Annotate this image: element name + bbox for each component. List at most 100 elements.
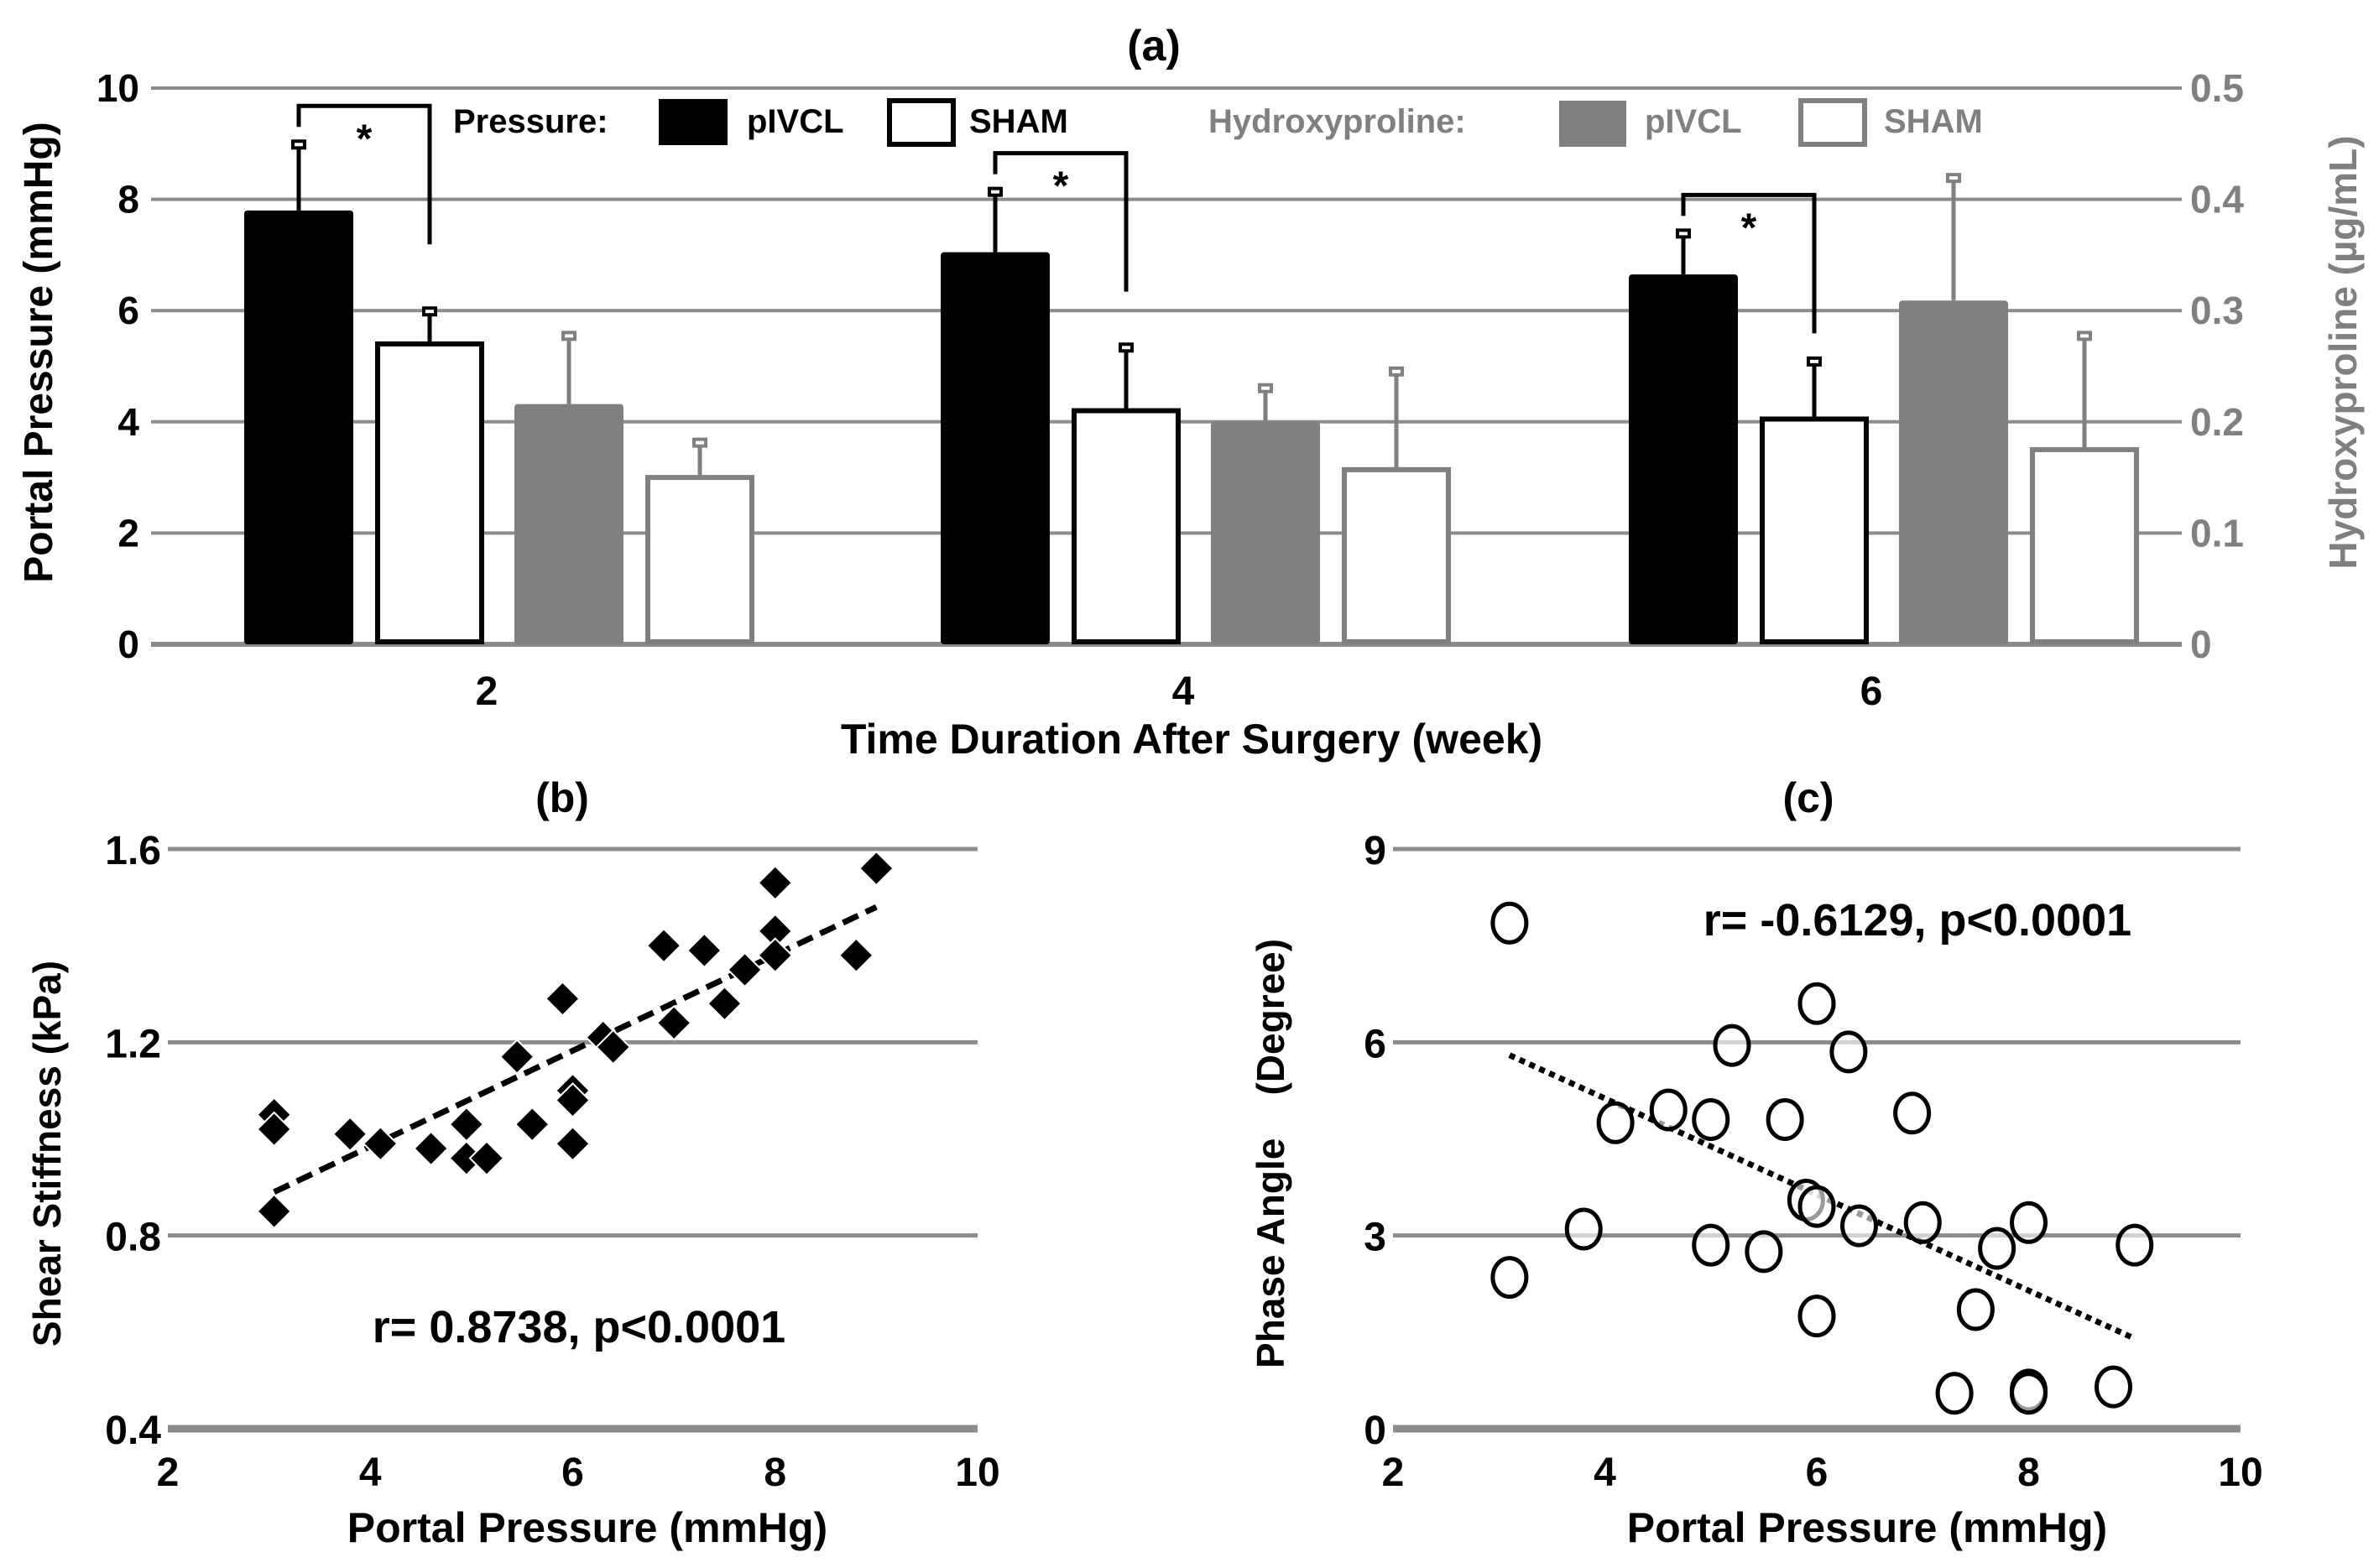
x-tick-label: 8 xyxy=(764,1451,786,1495)
panel-a-x-axis-label: Time Duration After Surgery (week) xyxy=(841,716,1542,763)
y2-tick-label: 0.4 xyxy=(2190,178,2244,221)
x-tick-label: 2 xyxy=(476,669,498,714)
legend-pressure-label: Pressure: xyxy=(453,103,608,140)
panel-b-points xyxy=(256,850,895,1230)
significance-star: * xyxy=(357,117,373,161)
data-point xyxy=(362,1125,399,1162)
x-tick-label: 8 xyxy=(2017,1451,2040,1495)
data-point xyxy=(1797,1295,1836,1338)
y-tick-label: 10 xyxy=(97,66,139,110)
panel-b-y-ticks: 0.4 0.8 1.2 1.6 xyxy=(105,829,161,1453)
data-point xyxy=(686,932,723,969)
y2-tick-label: 0.1 xyxy=(2190,511,2244,555)
y-tick-label: 6 xyxy=(117,289,139,332)
panel-c-gridlines xyxy=(1393,847,2241,1433)
x-tick-label: 4 xyxy=(1594,1451,1616,1495)
error-cap xyxy=(692,437,707,448)
data-point xyxy=(1564,1207,1603,1251)
y2-tick-label: 0.3 xyxy=(2190,289,2244,332)
data-point xyxy=(1829,1030,1868,1074)
data-point xyxy=(1797,1185,1836,1228)
bar xyxy=(645,475,754,644)
data-point xyxy=(1978,1227,2016,1270)
data-point xyxy=(1893,1091,1932,1135)
panel-c-scatter-chart: 0 3 6 9 2 4 6 8 10 (c) Portal Pressure (mmHg) P… xyxy=(1249,774,2263,1551)
data-point xyxy=(468,1140,505,1176)
legend-hydroxy-pivcl-label: pIVCL xyxy=(1645,103,1742,140)
data-point xyxy=(1649,1088,1688,1132)
bar xyxy=(2030,446,2139,645)
panel-b-gridlines xyxy=(168,847,978,1433)
panel-c-x-ticks: 2 4 6 8 10 xyxy=(1382,1451,2263,1495)
bar xyxy=(1899,300,2008,644)
bar xyxy=(514,404,623,644)
legend-pressure-pivcl-label: pIVCL xyxy=(747,103,844,140)
y-tick-label: 3 xyxy=(1364,1216,1386,1260)
error-cap xyxy=(1119,342,1134,353)
panel-c-points xyxy=(1490,901,2154,1415)
significance-bracket xyxy=(1681,192,1817,334)
x-tick-label: 6 xyxy=(561,1451,584,1495)
panel-c-annotation: r= -0.6129, p<0.0001 xyxy=(1703,895,2131,945)
panel-c-title: (c) xyxy=(1782,774,1834,821)
x-tick-label: 6 xyxy=(1806,1451,1829,1495)
data-point xyxy=(1956,1288,1995,1331)
data-point xyxy=(757,864,794,901)
x-tick-label: 4 xyxy=(1172,669,1195,714)
significance-star: * xyxy=(1053,164,1069,209)
legend-swatch-hydroxy-pivcl xyxy=(1559,101,1626,147)
panel-a-x-ticks: 2 4 6 xyxy=(476,669,1883,714)
panel-b-y-axis-label: Shear Stiffness (kPa) xyxy=(25,961,69,1347)
significance-star: * xyxy=(1741,206,1757,250)
panel-b-title: (b) xyxy=(535,774,589,821)
y2-tick-label: 0.5 xyxy=(2190,66,2244,110)
data-point xyxy=(1766,1097,1804,1141)
data-point xyxy=(655,1004,692,1041)
data-point xyxy=(1797,982,1836,1025)
x-tick-label: 10 xyxy=(955,1451,999,1495)
y-tick-label: 2 xyxy=(117,511,139,555)
x-tick-label: 2 xyxy=(1382,1451,1405,1495)
bar xyxy=(375,341,484,644)
panel-a-title: (a) xyxy=(1127,22,1181,70)
panel-a-bar-chart: * * * 0 2 4 6 8 10 0 0.1 0.2 0.3 0.4 0.5 2 4 6 (a) Tim… xyxy=(17,22,2365,763)
panel-b-x-axis-label: Portal Pressure (mmHg) xyxy=(347,1504,827,1551)
bar xyxy=(1760,416,1869,644)
x-tick-label: 4 xyxy=(359,1451,382,1495)
y-tick-label: 0 xyxy=(1364,1409,1386,1453)
data-point xyxy=(555,1082,591,1118)
error-cap xyxy=(561,331,576,341)
panel-b-x-ticks: 2 4 6 8 10 xyxy=(157,1451,1000,1495)
data-point xyxy=(595,1029,632,1065)
data-point xyxy=(2010,1201,2048,1244)
data-point xyxy=(256,1193,293,1230)
error-cap xyxy=(2077,331,2092,341)
y-tick-label: 0 xyxy=(117,623,139,666)
legend-pressure-sham-label: SHAM xyxy=(969,103,1068,140)
data-point xyxy=(514,1106,550,1143)
y-tick-label: 0.4 xyxy=(105,1409,161,1453)
panel-c-x-axis-label: Portal Pressure (mmHg) xyxy=(1627,1504,2107,1551)
data-point xyxy=(1692,1097,1730,1141)
bar xyxy=(1629,274,1738,644)
panel-a-y-axis-label: Portal Pressure (mmHg) xyxy=(17,122,61,583)
y-tick-label: 6 xyxy=(1364,1022,1386,1066)
y2-tick-label: 0 xyxy=(2190,623,2212,666)
x-tick-label: 2 xyxy=(157,1451,180,1495)
data-point xyxy=(2116,1223,2154,1267)
y-tick-label: 1.6 xyxy=(105,829,161,873)
data-point xyxy=(545,981,581,1017)
y-tick-label: 0.8 xyxy=(105,1216,161,1260)
bar xyxy=(941,252,1050,644)
data-point xyxy=(707,985,743,1022)
error-cap xyxy=(988,186,1003,197)
panel-b-annotation: r= 0.8738, p<0.0001 xyxy=(373,1302,785,1352)
data-point xyxy=(555,1125,591,1162)
y-tick-label: 1.2 xyxy=(105,1022,161,1066)
panel-a-bars xyxy=(244,139,2139,645)
data-point xyxy=(645,927,682,964)
error-cap xyxy=(291,139,306,150)
error-cap xyxy=(1807,356,1822,367)
data-point xyxy=(2095,1365,2132,1409)
y-tick-label: 8 xyxy=(117,178,139,221)
